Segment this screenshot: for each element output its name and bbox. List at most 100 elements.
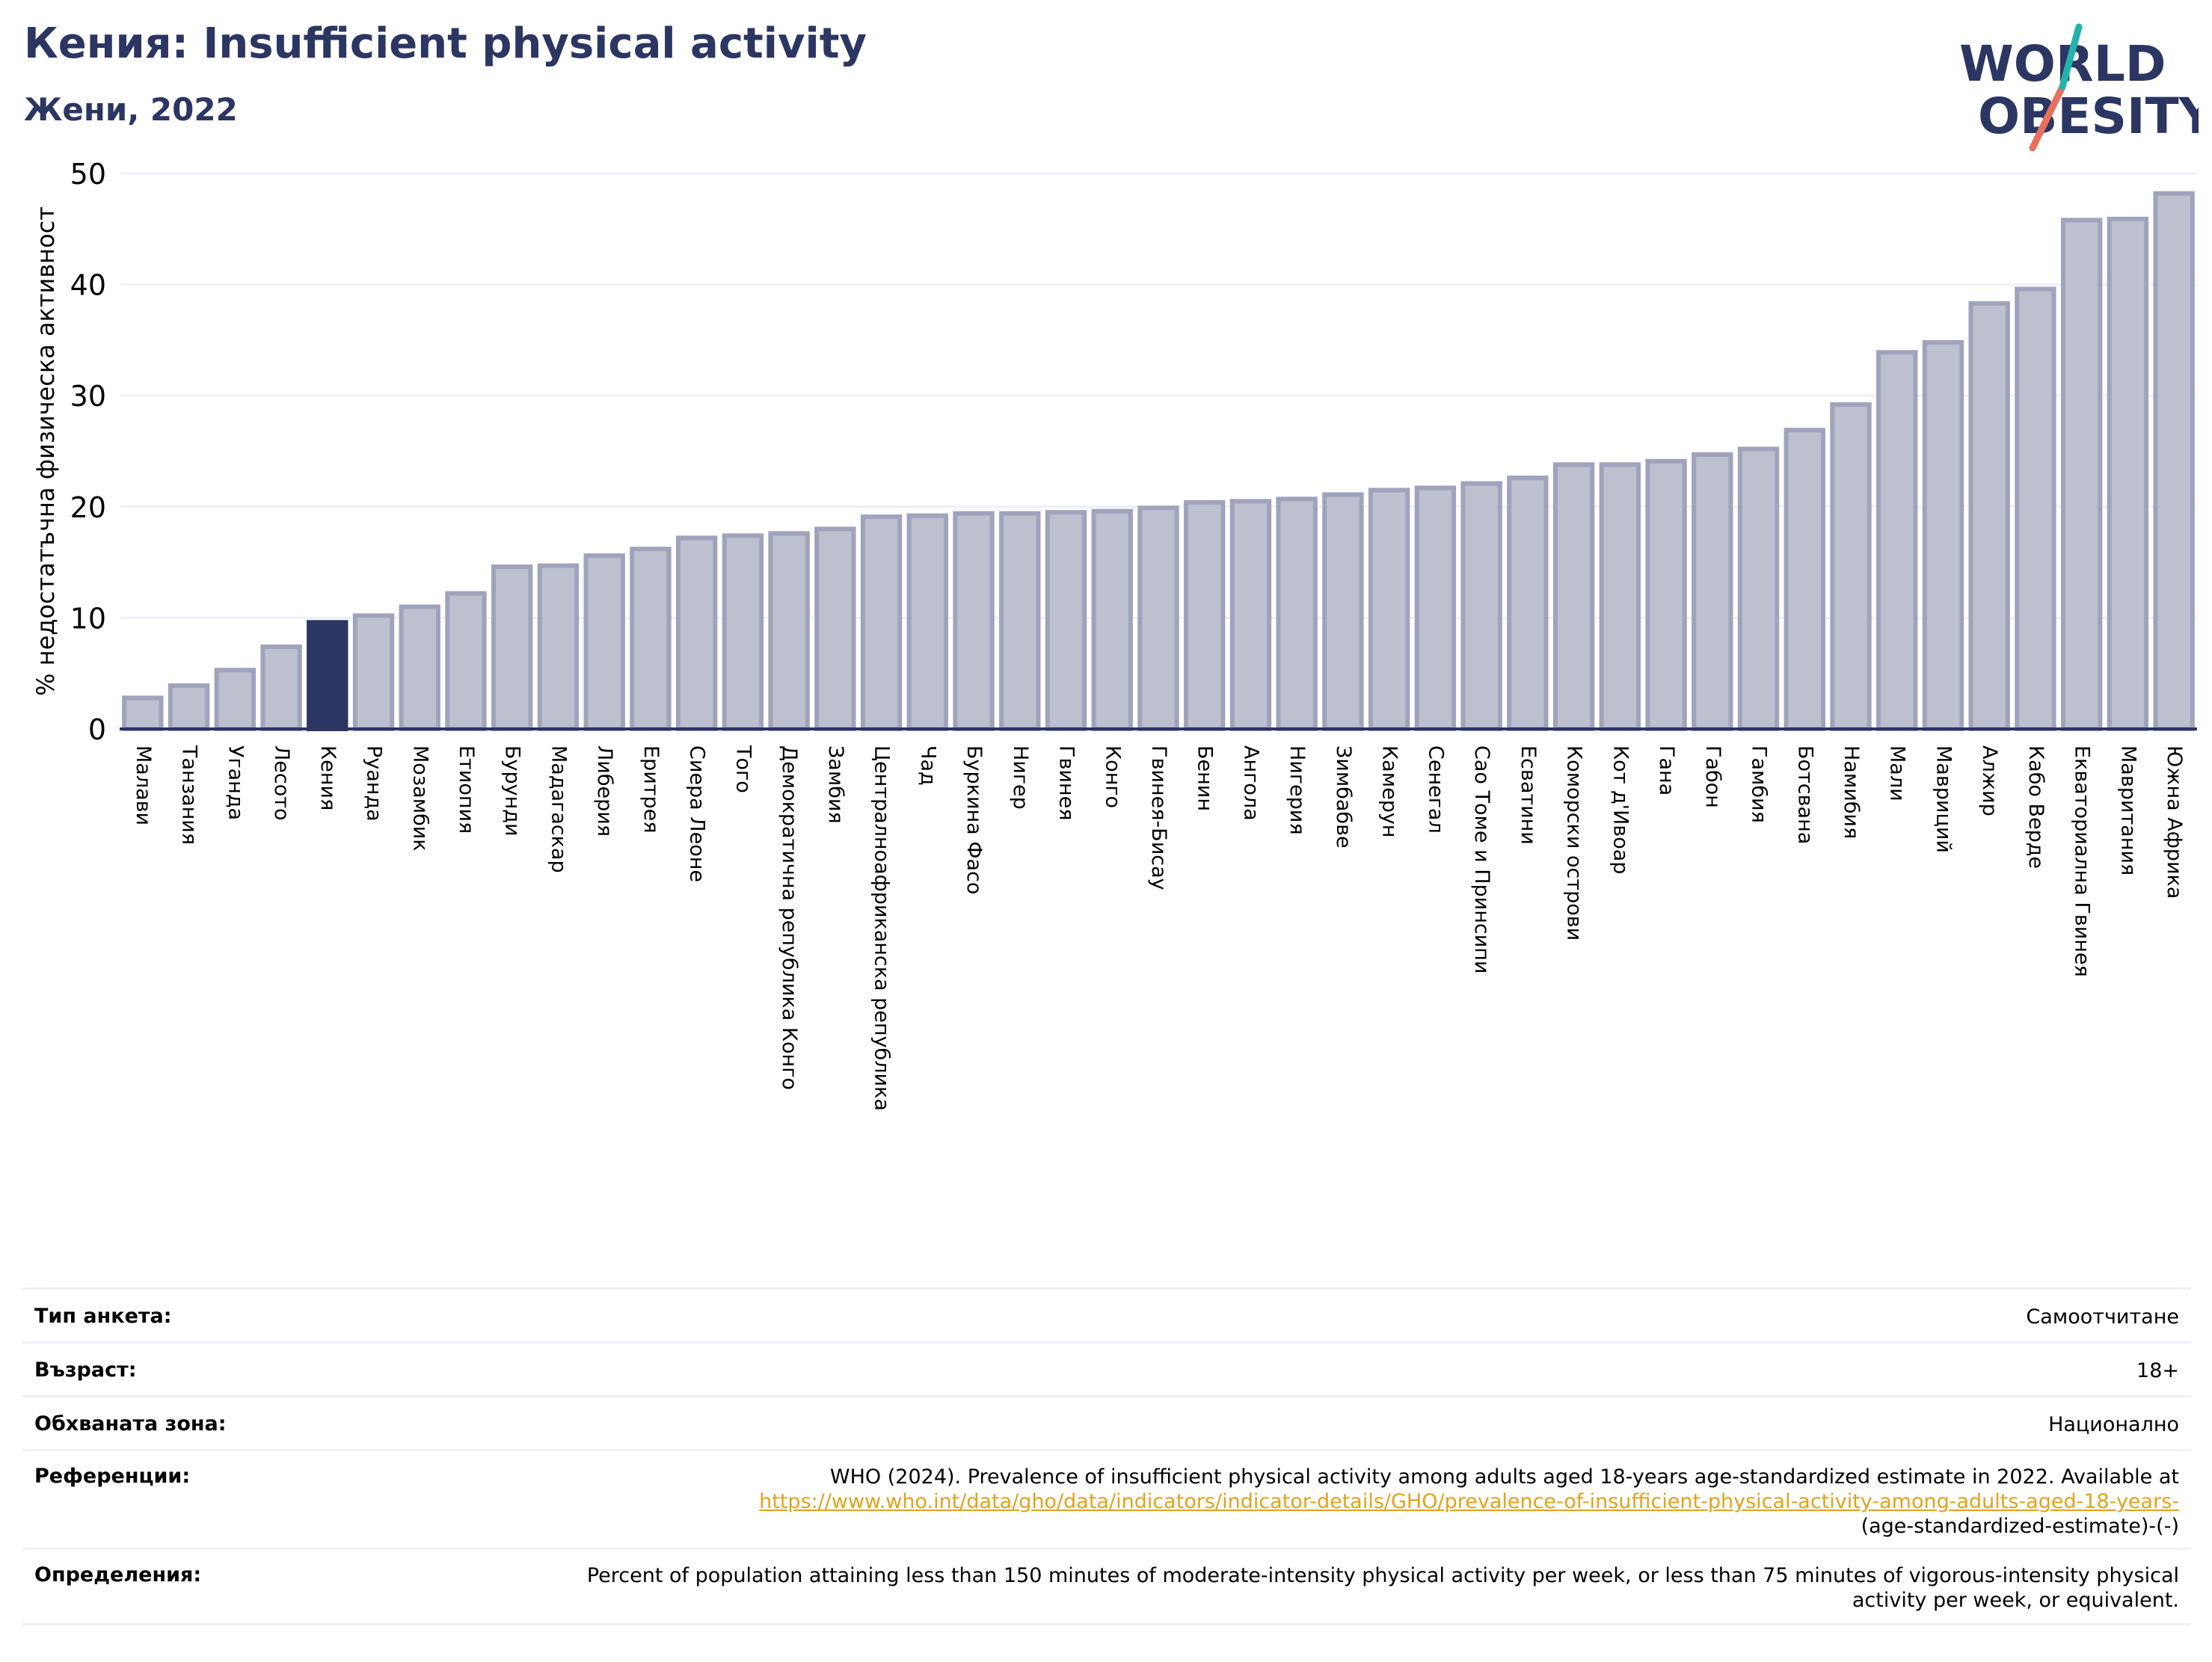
logo-slash-teal: [2059, 23, 2083, 90]
x-tick-label: Нигер: [1009, 745, 1032, 810]
x-tick-label: Алжир: [1978, 745, 2001, 816]
x-tick-label: Мавритания: [2116, 745, 2139, 875]
bar-44: [2153, 191, 2195, 731]
bar-1: [168, 683, 210, 732]
x-tick-label: Замбия: [824, 745, 847, 824]
coverage-area-label: Обхваната зона:: [34, 1412, 227, 1435]
x-tick-label: Лесото: [270, 745, 293, 821]
bar-32: [1599, 462, 1641, 731]
bar-16: [860, 514, 903, 731]
x-tick-label: Намибия: [1840, 745, 1863, 839]
bar-4: [307, 620, 348, 731]
x-tick-label: Бенин: [1193, 745, 1217, 811]
definitions-value: Percent of population attaining less tha…: [586, 1564, 2179, 1612]
x-tick-label: Мавриций: [1932, 745, 1955, 853]
info-row-survey: Тип анкета: Самоотчитане: [22, 1287, 2191, 1341]
x-tick-label: Сао Томе и Принсипи: [1470, 745, 1493, 973]
bar-42: [2060, 218, 2103, 731]
x-tick-label: Ангола: [1239, 745, 1262, 821]
page-subtitle: Жени, 2022: [24, 91, 238, 128]
x-tick-label: Мадагаскар: [547, 745, 570, 873]
bar-41: [2015, 286, 2056, 731]
x-tick-label: Екваториална Гвинея: [2071, 745, 2094, 977]
bar-13: [722, 533, 764, 731]
bar-18: [953, 511, 995, 731]
bar-12: [675, 535, 718, 732]
bar-8: [491, 564, 533, 731]
y-tick-label: 20: [70, 491, 106, 524]
bar-27: [1368, 487, 1410, 731]
bar-6: [399, 604, 440, 731]
x-tick-label: Есватини: [1517, 745, 1540, 845]
bar-26: [1322, 492, 1364, 731]
reference-text: WHO (2024). Prevalence of insufficient p…: [829, 1465, 2179, 1489]
bar-14: [768, 531, 810, 731]
info-row-age: Възраст: 18+: [22, 1341, 2191, 1395]
references-label: Референции:: [34, 1465, 191, 1488]
x-tick-label: Гамбия: [1748, 745, 1771, 823]
y-tick-label: 10: [70, 602, 106, 635]
bar-33: [1645, 458, 1687, 732]
y-tick-label: 40: [70, 269, 106, 302]
y-axis-label: % недостатъчна физическа активност: [31, 206, 60, 696]
world-obesity-logo: WORLD OBESITY: [1959, 23, 2199, 152]
x-tick-label: Кабо Верде: [2024, 745, 2047, 869]
x-tick-label: Етиопия: [455, 745, 478, 834]
bar-19: [999, 511, 1041, 731]
bar-43: [2107, 216, 2149, 731]
bar-37: [1830, 402, 1872, 731]
bar-3: [260, 644, 302, 732]
reference-tail: (age-standardized-estimate)-(-): [1861, 1515, 2179, 1538]
x-tick-label: Уганда: [224, 745, 247, 820]
bar-25: [1276, 496, 1318, 731]
bar-20: [1045, 510, 1087, 731]
info-table: Тип анкета: Самоотчитане Възраст: 18+ Об…: [22, 1287, 2191, 1625]
x-tick-label: Габон: [1701, 745, 1724, 808]
x-tick-label: Ботсвана: [1793, 745, 1816, 844]
page-title: Кения: Insufficient physical activity: [24, 19, 867, 68]
info-row-references: Референции: WHO (2024). Prevalence of in…: [22, 1449, 2191, 1548]
x-tick-label: Мали: [1886, 745, 1909, 801]
x-tick-label: Демократична република Конго: [778, 745, 801, 1090]
bar-0: [122, 695, 164, 732]
bar-31: [1552, 462, 1595, 731]
x-tick-label: Еритрея: [639, 745, 663, 833]
bar-35: [1737, 446, 1780, 731]
x-tick-label: Камерун: [1378, 745, 1401, 837]
bar-15: [814, 526, 856, 732]
bar-21: [1091, 508, 1133, 732]
y-tick-label: 0: [88, 713, 106, 746]
bar-17: [906, 513, 949, 731]
coverage-area-value: Национално: [2048, 1413, 2179, 1436]
bars: [122, 191, 2195, 732]
x-tick-label: Буркина Фасо: [962, 745, 986, 894]
survey-type-value: Самоотчитане: [2026, 1305, 2179, 1329]
bar-40: [1968, 301, 2010, 731]
x-tick-label: Бурунди: [501, 745, 524, 837]
x-tick-label: Гвинея: [1055, 745, 1078, 820]
x-axis-ticks: Малави Танзания Уганда Лесото Кения Руанда Моз…: [132, 745, 2186, 1111]
bar-23: [1184, 499, 1226, 732]
x-tick-label: Зимбабве: [1332, 745, 1355, 849]
x-tick-label: Того: [731, 745, 755, 793]
x-tick-label: Централноафриканска република: [870, 745, 894, 1111]
x-tick-label: Гвинея-Бисау: [1147, 745, 1170, 890]
x-tick-label: Кот д'Ивоар: [1609, 745, 1632, 874]
bar-36: [1784, 428, 1825, 731]
x-tick-label: Малави: [132, 745, 155, 825]
x-tick-label: Гана: [1655, 745, 1678, 795]
y-tick-label: 30: [70, 380, 106, 413]
x-tick-label: Мозамбик: [408, 745, 431, 852]
x-tick-label: Нигерия: [1285, 745, 1309, 835]
bar-11: [630, 547, 672, 731]
bar-10: [583, 553, 625, 732]
x-tick-label: Танзания: [178, 745, 201, 845]
age-value: 18+: [2136, 1359, 2179, 1382]
bar-7: [445, 591, 487, 732]
y-axis-ticks: 0 10 20 30 40 50: [70, 158, 106, 746]
y-tick-label: 50: [70, 158, 106, 191]
x-tick-label: Конго: [1101, 745, 1124, 808]
bar-28: [1414, 485, 1457, 732]
info-row-area: Обхваната зона: Национално: [22, 1395, 2191, 1449]
reference-link[interactable]: https://www.who.int/data/gho/data/indica…: [759, 1490, 2179, 1513]
